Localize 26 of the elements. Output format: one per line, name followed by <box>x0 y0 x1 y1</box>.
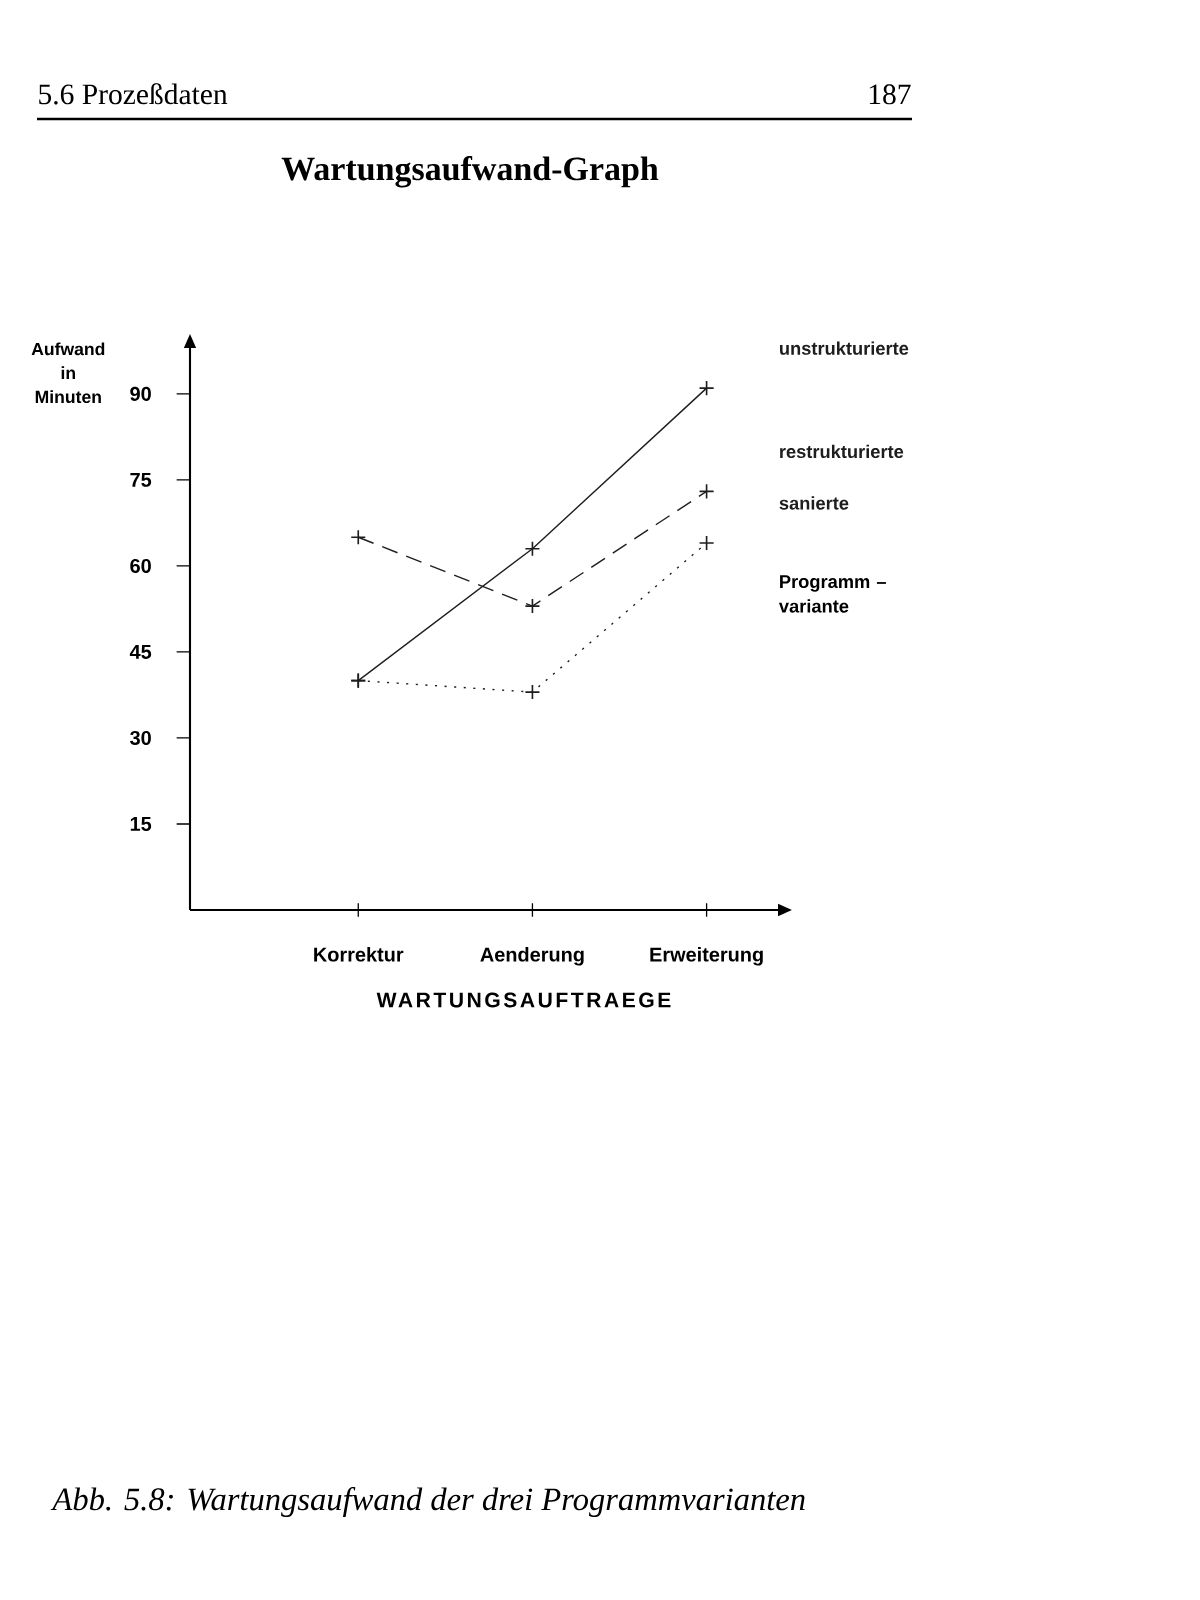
legend-title: Programm – variante <box>778 575 886 613</box>
text: unstrukturierte <box>780 341 909 355</box>
text: 187 <box>869 84 911 105</box>
point <box>524 598 541 614</box>
text: 5.6 Prozeßdaten <box>39 83 228 105</box>
y-tick-label: 75 <box>130 472 152 487</box>
text: sanierte <box>779 496 849 510</box>
point <box>524 540 541 557</box>
x-tick-label: Aenderung <box>480 946 584 966</box>
point <box>350 529 367 546</box>
point <box>698 535 715 551</box>
y-tick-label: 45 <box>129 644 152 659</box>
y-tick-label: 30 <box>130 730 151 746</box>
y-tick-label: 15 <box>130 817 152 831</box>
x-tick-label: Erweiterung <box>650 946 763 966</box>
y-tick-label: 60 <box>130 558 151 573</box>
point <box>698 380 715 396</box>
caption: Abb. 5.8: Wartungsaufwand der drei Programmvarianten <box>50 1487 805 1517</box>
point <box>698 483 715 500</box>
point <box>524 684 541 700</box>
x-tick-label: Korrektur <box>314 946 404 962</box>
y-axis-title: Aufwand in Minuten <box>31 342 105 404</box>
x-axis-title: WARTUNGSAUFTRAEGE <box>376 992 671 1008</box>
text: restrukturierte <box>780 444 904 459</box>
chart-title: Wartungsaufwand-Graph <box>281 156 659 188</box>
y-tick-label: 90 <box>130 386 151 401</box>
